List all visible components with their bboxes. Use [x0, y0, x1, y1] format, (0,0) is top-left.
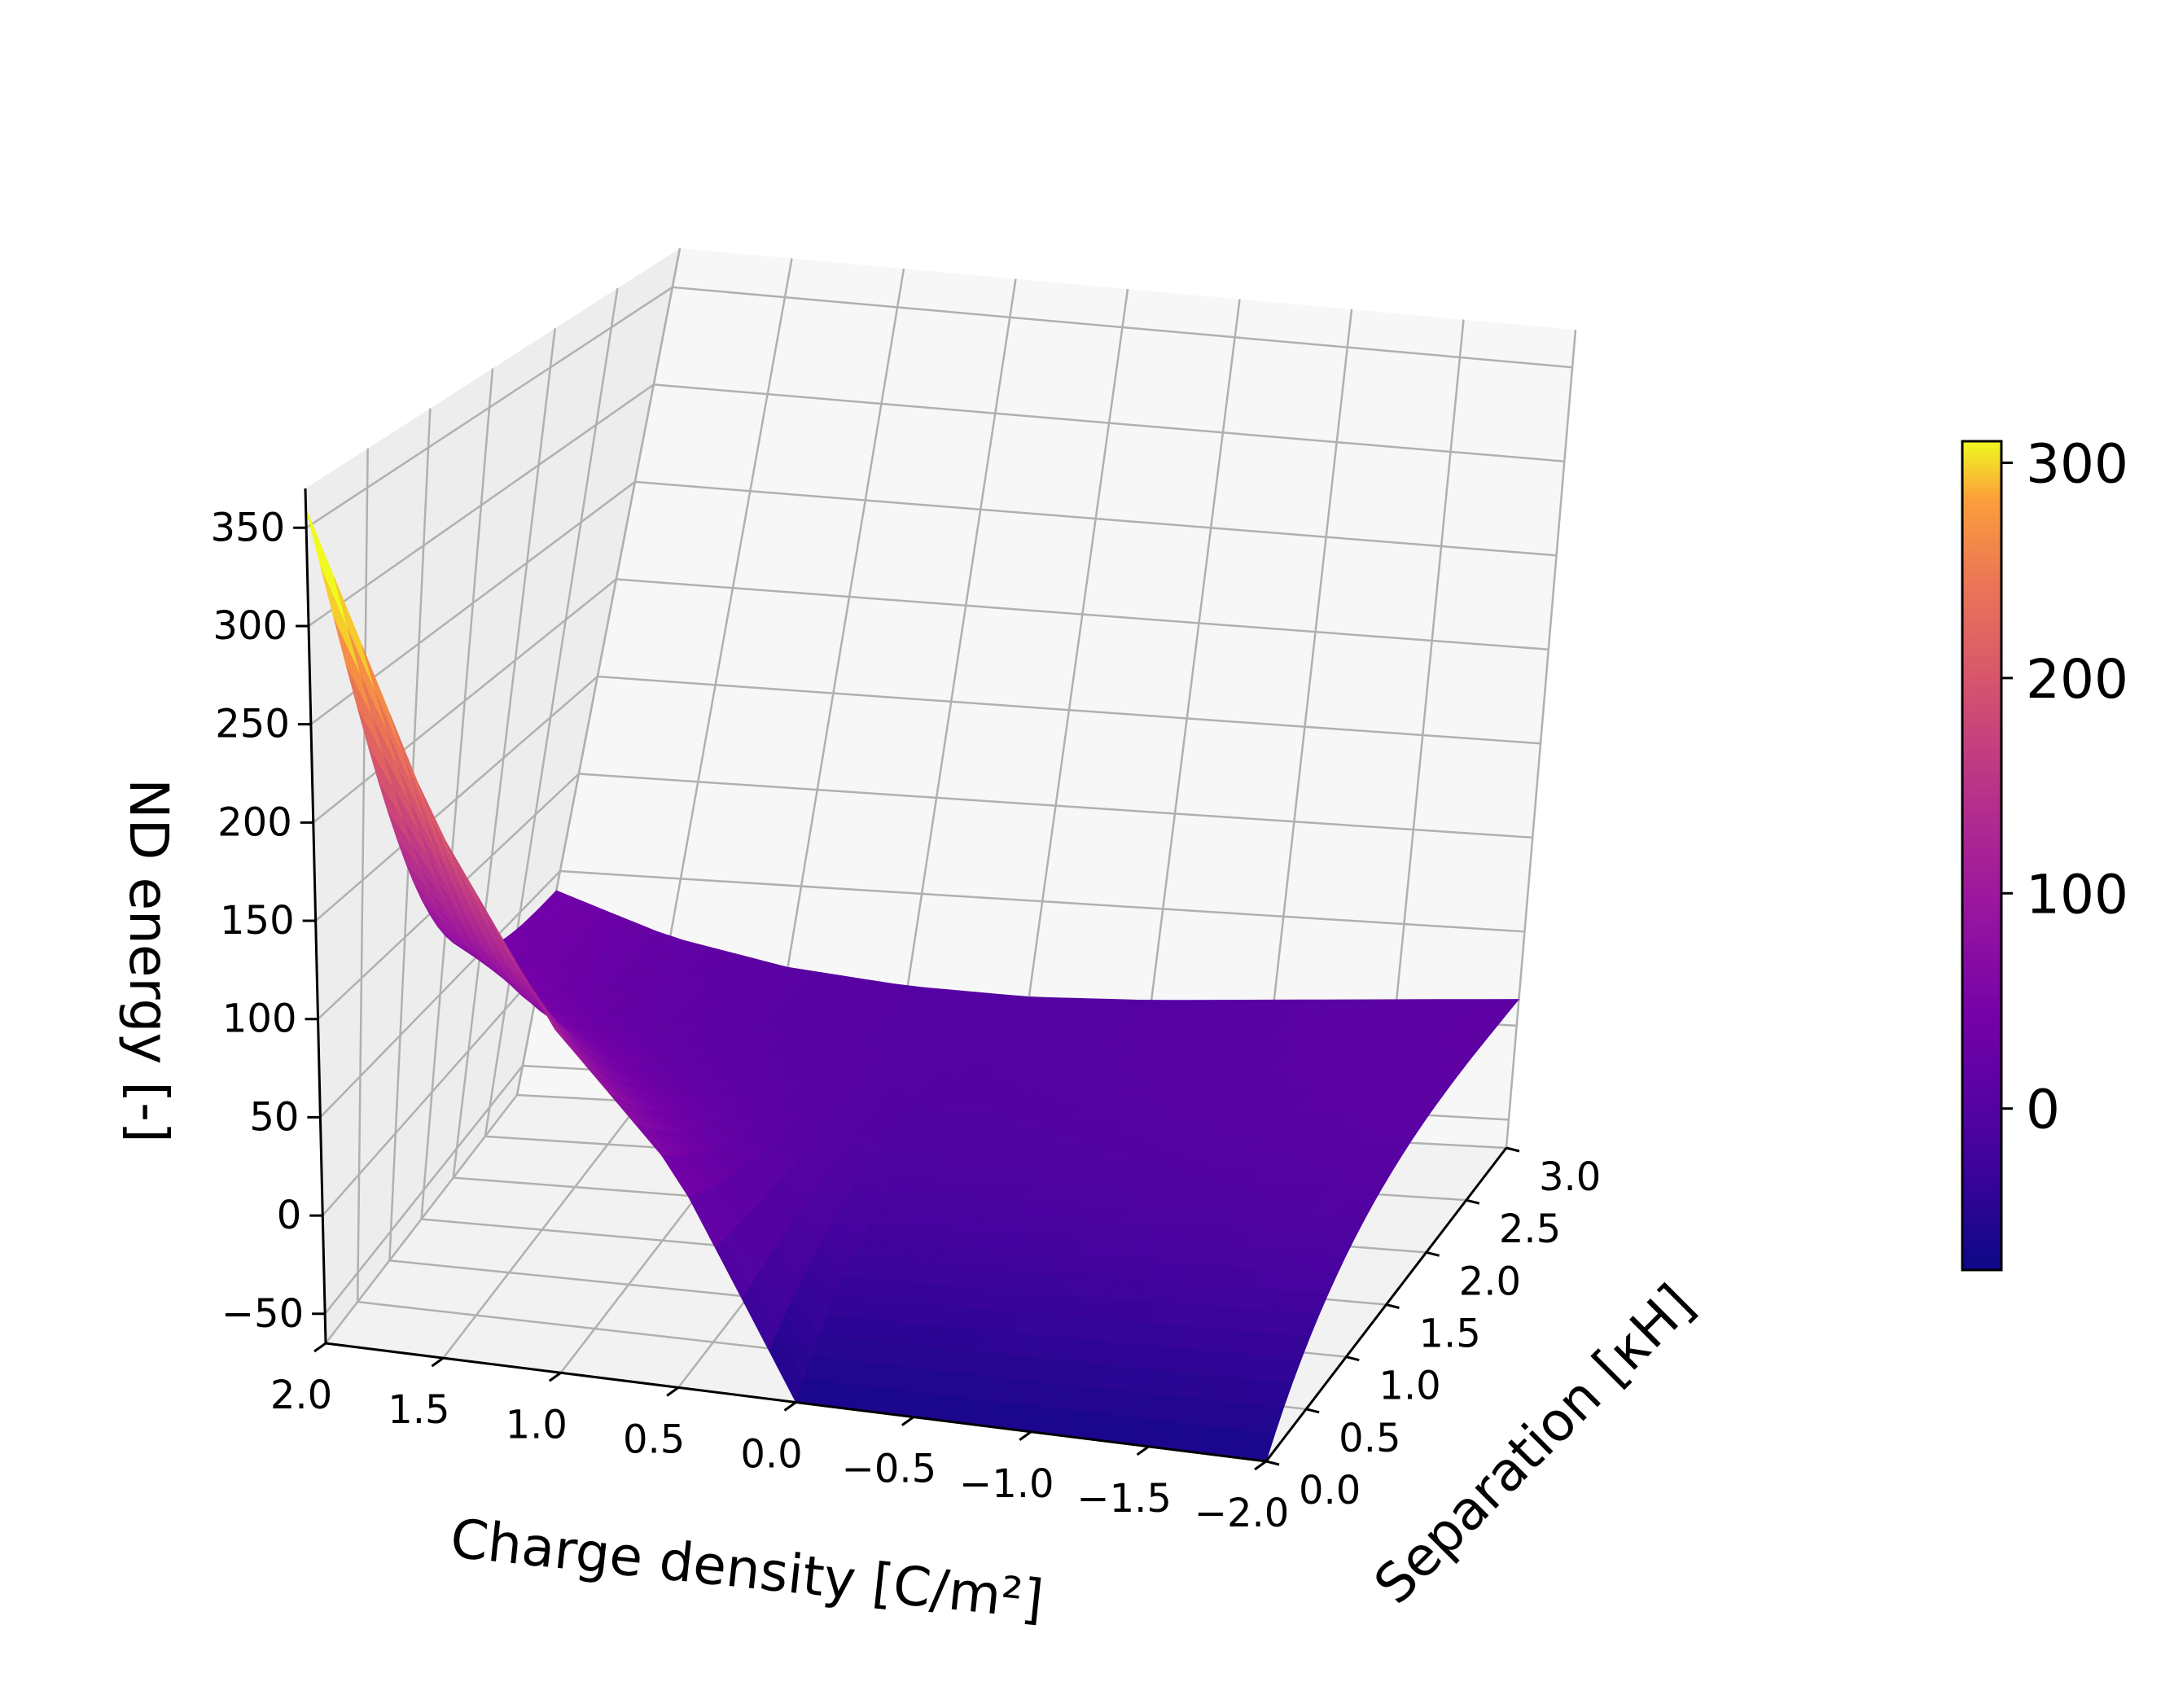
colorbar-tick-label: 0 — [2026, 1079, 2060, 1141]
tick-mark — [431, 1356, 445, 1368]
z-tick-label: 250 — [215, 702, 290, 747]
z-tick-label: 350 — [211, 505, 286, 550]
tick-mark — [1345, 1355, 1360, 1362]
x-tick-label: 0.0 — [740, 1432, 802, 1478]
back-pane — [517, 248, 1576, 1148]
tick-mark — [1386, 1303, 1400, 1309]
colorbar-tick-label: 300 — [2026, 432, 2128, 495]
colorbar-tick-label: 100 — [2026, 863, 2128, 926]
side-grid-line — [319, 870, 561, 1119]
x-axis-label: Charge density [C/m²] — [448, 1507, 1046, 1631]
x-tick-label: 0.5 — [623, 1417, 685, 1462]
back-grid-line — [559, 869, 1525, 933]
back-grid-line — [597, 675, 1541, 745]
back-grid-line — [1505, 329, 1577, 1149]
tick-mark — [1426, 1250, 1440, 1257]
y-tick-label: 2.5 — [1499, 1207, 1561, 1252]
tick-mark — [1466, 1198, 1480, 1205]
back-grid-line — [1134, 299, 1241, 1128]
x-tick-label: −1.0 — [959, 1461, 1054, 1507]
colorbar-gradient — [1961, 440, 2003, 1272]
y-tick-label: 0.5 — [1339, 1416, 1400, 1461]
y-axis-label: Separation [κH] — [1362, 1272, 1706, 1616]
z-tick-label: 0 — [277, 1193, 302, 1238]
back-grid-line — [616, 578, 1549, 651]
y-tick-label: 2.0 — [1459, 1259, 1521, 1304]
energy-surface — [305, 507, 1520, 1462]
back-grid-line — [1258, 309, 1353, 1135]
tick-mark — [1305, 1408, 1320, 1414]
colorbar-ticks: 0 100 200 300 — [2001, 432, 2128, 1141]
colorbar-tick-label: 200 — [2026, 648, 2128, 711]
tick-mark — [548, 1372, 562, 1382]
back-grid-line — [1010, 288, 1129, 1122]
x-tick-label: 2.0 — [270, 1373, 332, 1418]
z-tick-label: 300 — [213, 603, 287, 649]
back-grid-line — [887, 278, 1017, 1115]
y-tick-label: 1.0 — [1378, 1364, 1440, 1409]
z-tick-label: −50 — [221, 1291, 304, 1337]
z-tick-label: 50 — [249, 1094, 299, 1140]
tick-mark — [1019, 1430, 1032, 1441]
side-grid-line — [314, 676, 598, 922]
side-grid-line — [324, 1065, 524, 1315]
z-axis-label: ND energy [-] — [117, 778, 180, 1142]
side-grid-line — [305, 286, 673, 529]
tick-mark — [666, 1386, 679, 1397]
tick-mark — [1254, 1460, 1267, 1471]
x-tick-label: −0.5 — [842, 1447, 937, 1492]
side-grid-line — [356, 448, 369, 1303]
colorbar: 0 100 200 300 — [1961, 432, 2128, 1272]
back-grid-line — [634, 480, 1557, 557]
x-tick-label: −2.0 — [1194, 1491, 1290, 1536]
back-grid-line — [578, 773, 1533, 839]
side-grid-line — [308, 383, 655, 627]
z-tick-label: 150 — [220, 898, 295, 944]
side-grid-line — [452, 328, 556, 1178]
x-tick-label: 1.5 — [388, 1387, 449, 1433]
back-grid-line — [653, 383, 1565, 462]
tick-labels: 2.0 1.5 1.0 0.5 0.0 −0.5 −1.0 −1.5 −2.0 0.00.51.0… — [211, 505, 1602, 1536]
y-tick-label: 3.0 — [1539, 1154, 1601, 1200]
tick-mark — [783, 1401, 797, 1412]
side-grid-line — [420, 368, 494, 1220]
z-axis-line — [304, 488, 327, 1344]
side-grid-line — [322, 967, 542, 1216]
side-grid-line — [484, 287, 619, 1137]
x-tick-label: −1.5 — [1076, 1476, 1172, 1522]
tick-mark — [1136, 1445, 1150, 1456]
tick-mark — [1265, 1460, 1280, 1466]
x-tick-label: 1.0 — [506, 1402, 568, 1447]
tick-mark — [313, 1342, 327, 1353]
z-tick-label: 100 — [222, 996, 297, 1042]
z-tick-label: 200 — [217, 799, 292, 845]
back-grid-line — [672, 286, 1573, 369]
y-tick-label: 1.5 — [1419, 1312, 1481, 1357]
tick-mark — [1506, 1146, 1520, 1153]
side-grid-line — [312, 578, 617, 824]
tick-mark — [901, 1416, 914, 1426]
y-tick-label: 0.0 — [1299, 1468, 1361, 1513]
